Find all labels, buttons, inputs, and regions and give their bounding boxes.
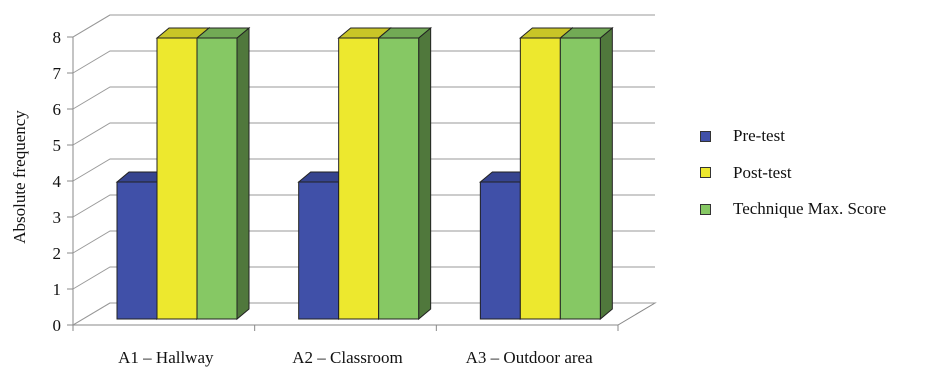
bar-front bbox=[378, 37, 420, 320]
bar-front bbox=[298, 181, 340, 320]
legend-item-pre-test: Pre-test bbox=[700, 126, 886, 145]
bar-front bbox=[116, 181, 158, 320]
legend-swatch bbox=[700, 130, 711, 142]
gridline bbox=[72, 14, 655, 38]
bar-front bbox=[479, 181, 521, 320]
gridlines bbox=[67, 14, 655, 326]
bar-front bbox=[559, 37, 601, 320]
legend: Pre-test Post-test Technique Max. Score bbox=[700, 126, 887, 238]
legend-label: Post-test bbox=[733, 162, 792, 182]
bar-side bbox=[599, 26, 613, 321]
y-tick-label: 1 bbox=[53, 280, 62, 299]
gridline bbox=[72, 158, 655, 182]
y-tick-labels: 0 1 2 3 4 5 6 7 8 bbox=[53, 28, 62, 335]
y-tick-label: 5 bbox=[53, 136, 62, 155]
y-axis-label: Absolute frequency bbox=[10, 110, 29, 244]
x-tick-label: A1 – Hallway bbox=[118, 348, 214, 367]
x-tick-label: A3 – Outdoor area bbox=[466, 348, 593, 367]
bar-front bbox=[156, 37, 198, 320]
y-tick-label: 0 bbox=[53, 316, 62, 335]
y-tick-label: 7 bbox=[53, 64, 62, 83]
bar-front bbox=[196, 37, 238, 320]
bar bbox=[558, 26, 614, 321]
bar-side bbox=[418, 26, 432, 321]
legend-label: Pre-test bbox=[733, 126, 785, 145]
bar-side bbox=[236, 26, 250, 321]
gridline bbox=[72, 230, 655, 254]
legend-item-technique-max-score: Technique Max. Score bbox=[700, 199, 887, 218]
gridline bbox=[72, 194, 655, 218]
gridline bbox=[72, 86, 655, 110]
gridline bbox=[72, 266, 655, 290]
y-tick-label: 6 bbox=[53, 100, 62, 119]
bars bbox=[115, 26, 614, 321]
bar bbox=[377, 26, 433, 321]
bar-front bbox=[519, 37, 561, 320]
gridline bbox=[72, 50, 655, 74]
gridline bbox=[72, 302, 655, 326]
legend-swatch bbox=[700, 167, 711, 178]
y-tick-label: 3 bbox=[53, 208, 62, 227]
y-tick-label: 4 bbox=[53, 172, 62, 191]
gridline bbox=[72, 122, 655, 146]
bar bbox=[195, 26, 251, 321]
legend-item-post-test: Post-test bbox=[700, 162, 886, 182]
y-tick-label: 2 bbox=[53, 244, 62, 263]
legend-swatch bbox=[700, 203, 711, 215]
x-tick-labels: A1 – Hallway A2 – Classroom A3 – Outdoor a… bbox=[72, 325, 619, 367]
bar-front bbox=[338, 37, 380, 320]
legend-label: Technique Max. Score bbox=[733, 199, 887, 218]
x-tick-label: A2 – Classroom bbox=[292, 348, 403, 367]
y-tick-label: 8 bbox=[53, 28, 62, 47]
